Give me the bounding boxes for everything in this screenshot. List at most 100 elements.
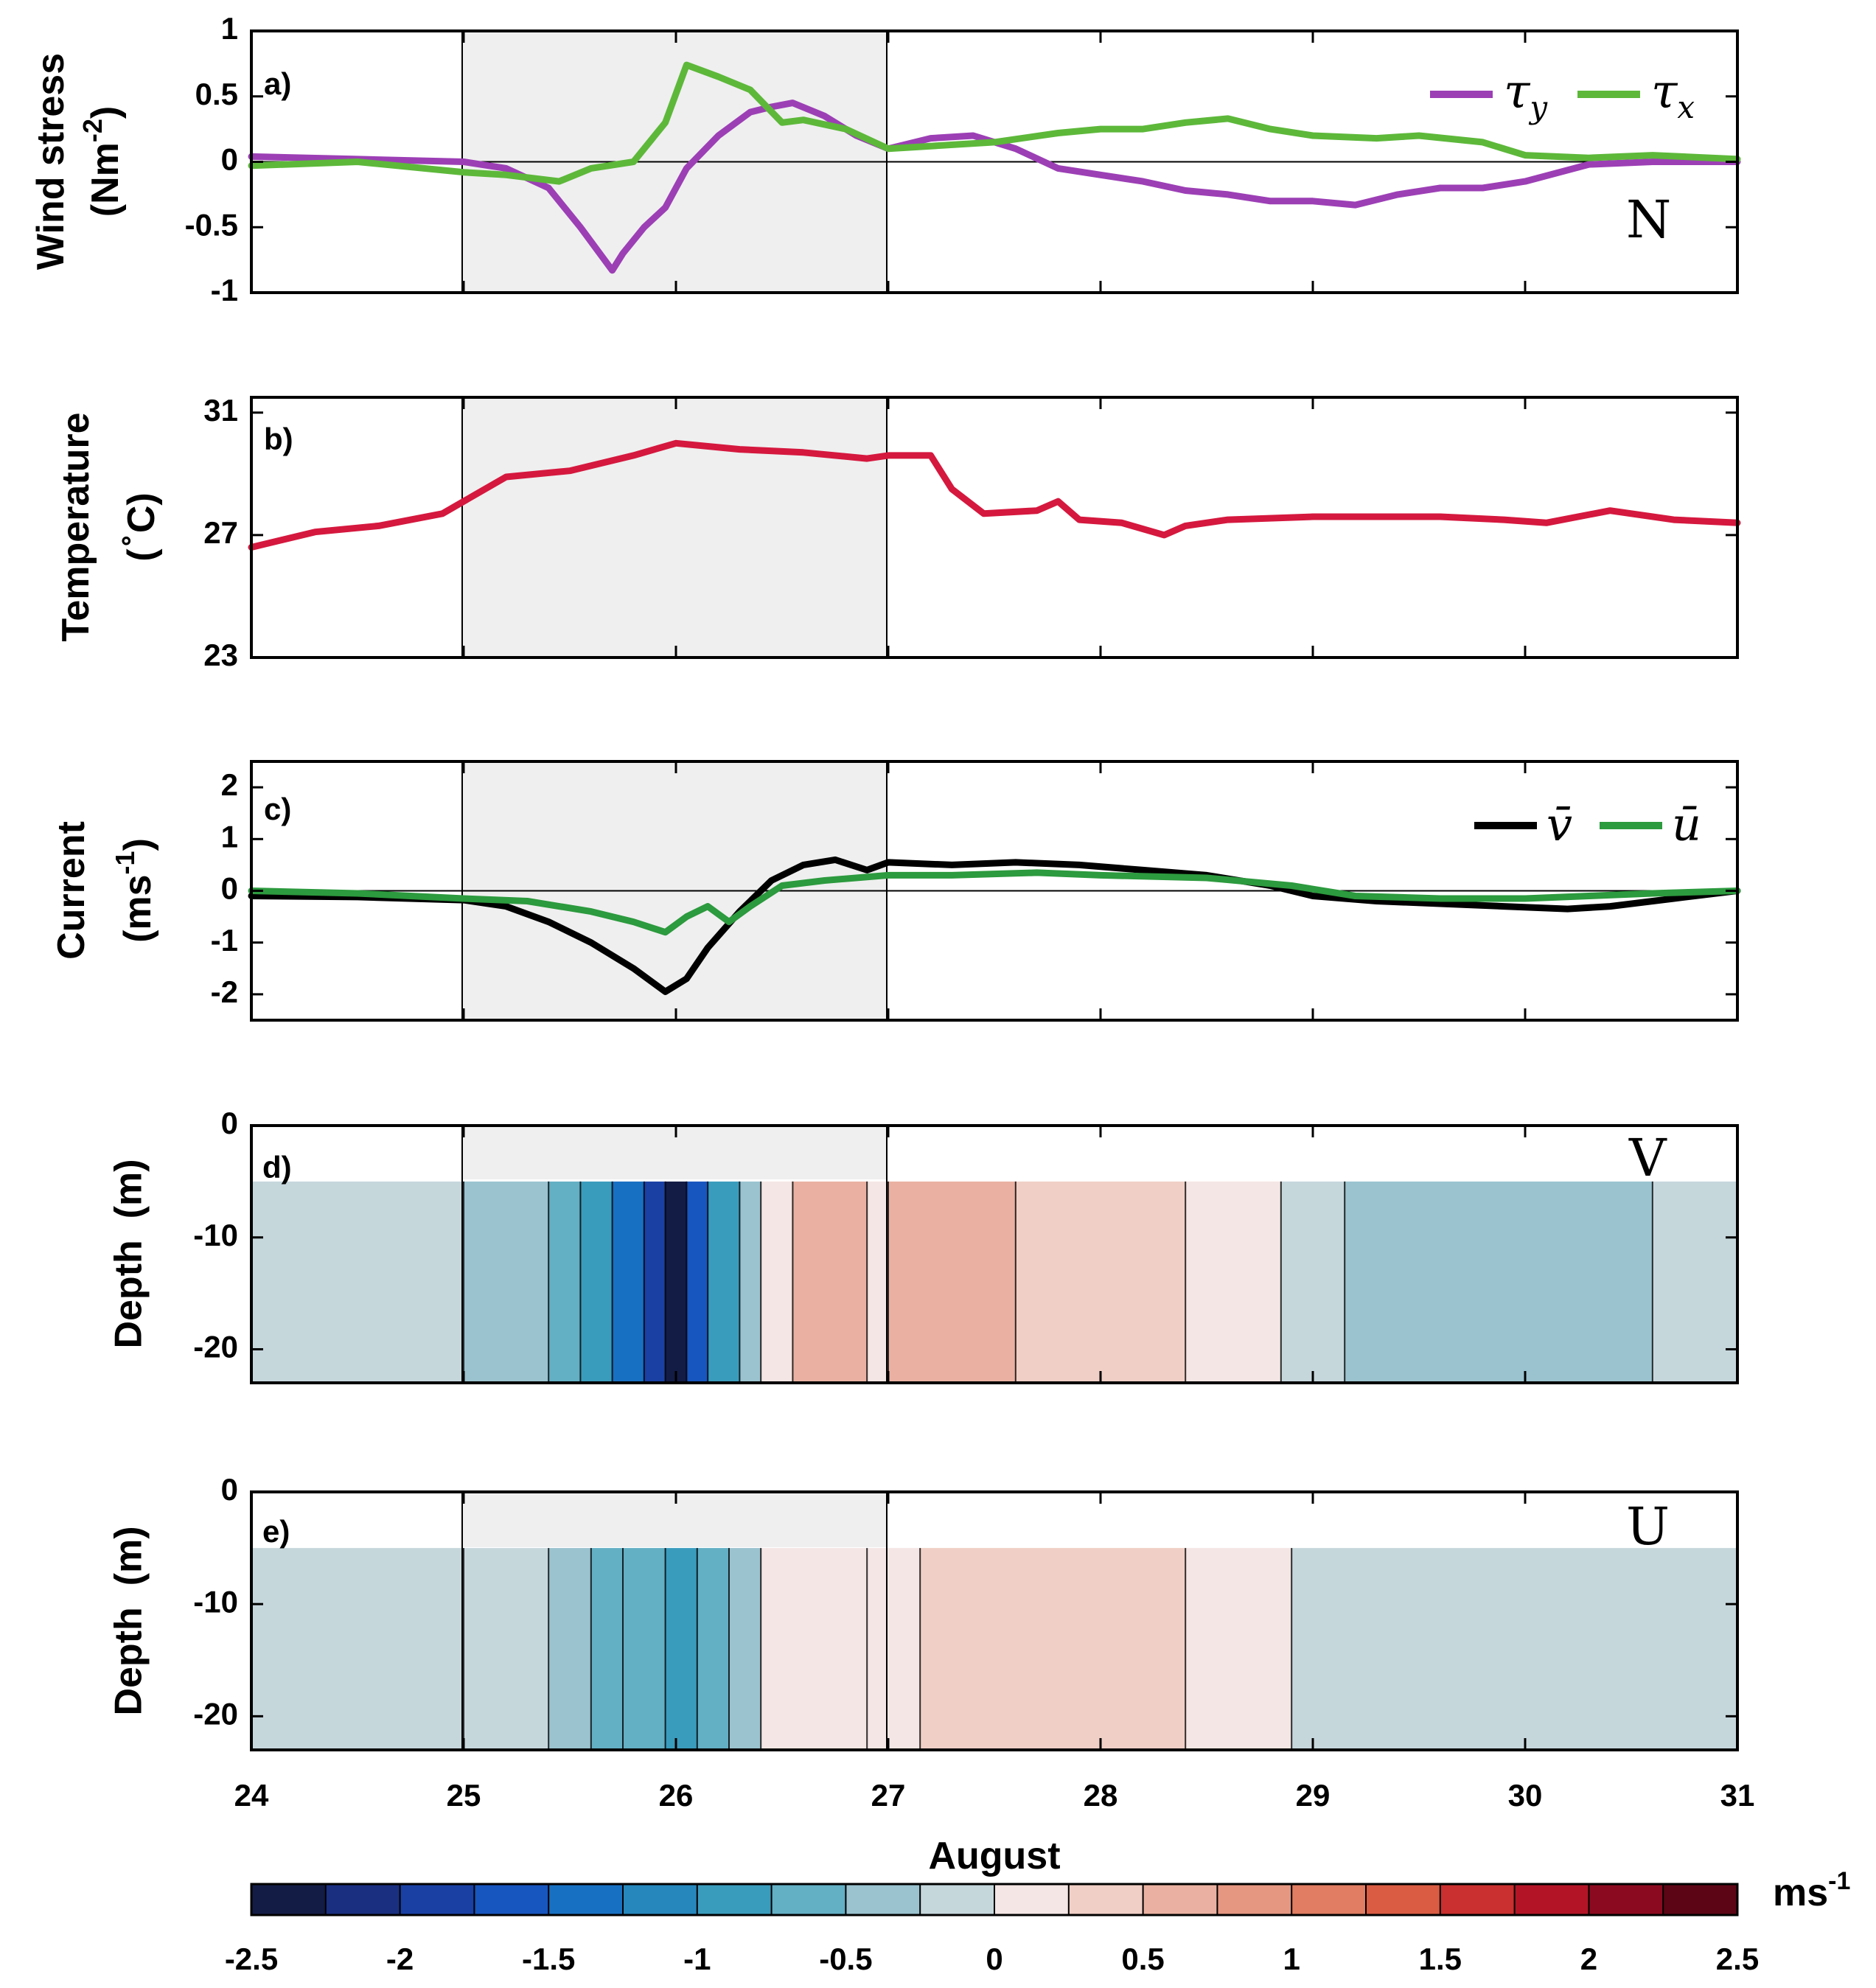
panel-b-ylabel-units: (∘C)	[112, 492, 163, 562]
panel-c-ytick-label-1: 1	[221, 819, 238, 854]
panel-a-ytick-label-2: 0	[221, 142, 238, 177]
panel-e-cell-9	[867, 1548, 921, 1750]
panel-d-cell-9	[739, 1181, 761, 1383]
panel-b: 31 27 23 b) Temperature (∘C)	[55, 393, 1741, 672]
x-axis-label: August	[928, 1835, 1060, 1877]
panel-e-frame	[250, 1490, 1739, 1751]
panel-b-frame	[250, 396, 1739, 659]
colorbar-ticks: -2.5 -2 -1.5 -1 -0.5 0 0.5 1 1.5 2 2.5	[225, 1942, 1759, 1976]
colorbar-tick-label-9: 2	[1580, 1942, 1597, 1976]
colorbar-swatch-1	[325, 1884, 401, 1915]
panel-d-label: d)	[262, 1150, 292, 1185]
panel-a-legend: τy τx τy τx	[1430, 65, 1695, 125]
panel-d-cell-15	[1185, 1181, 1282, 1383]
colorbar-tick-label-4: -0.5	[819, 1942, 872, 1976]
panel-a-unit-exp: -2	[77, 119, 108, 142]
panel-c-ytick-label-3: -1	[211, 923, 238, 958]
colorbar-swatch-12	[1143, 1884, 1218, 1915]
colorbar-swatch-5	[623, 1884, 698, 1915]
colorbar-swatch-6	[697, 1884, 773, 1915]
panel-e-cell-1	[464, 1548, 549, 1750]
panel-e-cell-8	[761, 1548, 868, 1750]
panel-c-ylabel-units: (ms-1)	[110, 838, 159, 943]
panel-b-ylabel-text: Temperature	[55, 412, 97, 641]
legend-vbar-label: v̄	[1547, 798, 1572, 851]
panel-e-cell-7	[729, 1548, 761, 1750]
x-tick-label-5: 29	[1296, 1778, 1331, 1813]
panel-c: 2 1 0 -1 -2 c) v̄ ū Current (ms-1)	[50, 760, 1741, 1022]
panel-c-unit-exp: -1	[110, 851, 140, 874]
colorbar-swatch-9	[920, 1884, 995, 1915]
panel-a-unit-base: (Nm	[84, 142, 127, 217]
panel-b-ytick-label-1: 27	[203, 515, 238, 550]
panel-d-cell-2	[548, 1181, 581, 1383]
x-tick-label-1: 25	[447, 1778, 481, 1813]
panel-e-label: e)	[262, 1514, 290, 1549]
panel-e-cell-10	[920, 1548, 1186, 1750]
panel-e-cell-4	[623, 1548, 666, 1750]
panel-d-ylabel: Depth (m)	[108, 1159, 150, 1348]
panel-a-ytick-label-4: -1	[211, 273, 238, 307]
x-tick-label-3: 27	[871, 1778, 906, 1813]
colorbar-tick-label-0: -2.5	[225, 1942, 278, 1976]
panel-a-annotation: N	[1626, 189, 1671, 250]
panel-a-ytick-label-0: 1	[221, 11, 238, 46]
panel-d-cell-16	[1280, 1181, 1345, 1383]
colorbar-unit-exp: -1	[1828, 1867, 1850, 1895]
panel-e-cell-6	[697, 1548, 730, 1750]
x-tick-label-0: 24	[234, 1778, 269, 1813]
panel-a-ytick-label-3: -0.5	[185, 207, 238, 242]
colorbar-tick-label-6: 0.5	[1121, 1942, 1164, 1976]
x-tick-label-6: 30	[1508, 1778, 1543, 1813]
panel-d-ytick-label-2: -20	[193, 1330, 238, 1364]
panel-d: 0 -10 -20 d) V Depth (m)	[108, 1106, 1739, 1384]
colorbar-swatch-0	[251, 1884, 327, 1915]
panel-b-ylabel: Temperature	[55, 412, 97, 641]
panel-d-ytick-label-0: 0	[221, 1106, 238, 1140]
panel-a-ylabel-text: Wind stress	[29, 53, 72, 270]
panel-b-ytick-label-0: 31	[203, 393, 238, 428]
legend-tau-x-label: τx	[1651, 65, 1695, 125]
panel-b-unit-open: (	[120, 548, 163, 562]
panel-d-cell-1	[464, 1181, 549, 1383]
panel-c-unit-close: )	[116, 838, 159, 851]
panel-d-cell-3	[580, 1181, 613, 1383]
panel-e-ytick-label-0: 0	[221, 1472, 238, 1507]
panel-d-cell-17	[1345, 1181, 1653, 1383]
colorbar-swatch-11	[1068, 1884, 1144, 1915]
panel-d-annotation: V	[1628, 1128, 1667, 1188]
panel-e-ytick-label-1: -10	[193, 1584, 238, 1619]
panel-c-label: c)	[264, 792, 291, 826]
legend-ubar-label: ū	[1672, 798, 1701, 851]
colorbar-tick-label-8: 1.5	[1419, 1942, 1462, 1976]
panel-b-unit-degree: ∘	[112, 533, 140, 548]
panel-c-ytick-label-4: -2	[211, 974, 238, 1009]
panel-b-ytick-label-2: 23	[203, 638, 238, 672]
panel-b-series-0	[248, 439, 1741, 551]
colorbar	[251, 1884, 1738, 1915]
panel-d-frame	[250, 1124, 1739, 1384]
panel-a-series-1	[248, 61, 1741, 185]
panel-c-ytick-label-2: 0	[221, 871, 238, 906]
panel-c-ylabel-text: Current	[50, 821, 93, 960]
panel-a-ytick-label-1: 0.5	[195, 77, 238, 111]
panel-a-label: a)	[264, 66, 291, 101]
panel-d-cell-4	[612, 1181, 645, 1383]
panel-d-cell-10	[761, 1181, 793, 1383]
colorbar-swatch-18	[1589, 1884, 1664, 1915]
panel-b-shade	[462, 397, 887, 658]
panel-e-ylabel: Depth (m)	[108, 1526, 150, 1715]
panel-c-ytick-label-0: 2	[221, 767, 238, 802]
colorbar-swatch-10	[994, 1884, 1070, 1915]
colorbar-swatch-7	[771, 1884, 846, 1915]
colorbar-swatch-15	[1366, 1884, 1441, 1915]
panel-d-cell-8	[708, 1181, 740, 1383]
panel-d-cell-5	[644, 1181, 666, 1383]
panel-d-cell-6	[665, 1181, 687, 1383]
panel-e-shade	[462, 1492, 887, 1547]
colorbar-tick-label-5: 0	[986, 1942, 1002, 1976]
panel-b-unit-rest: C)	[120, 492, 163, 533]
panel-a-ylabel-units: (Nm-2)	[77, 106, 127, 217]
x-tick-label-2: 26	[659, 1778, 694, 1813]
panel-e-cell-12	[1291, 1548, 1738, 1750]
